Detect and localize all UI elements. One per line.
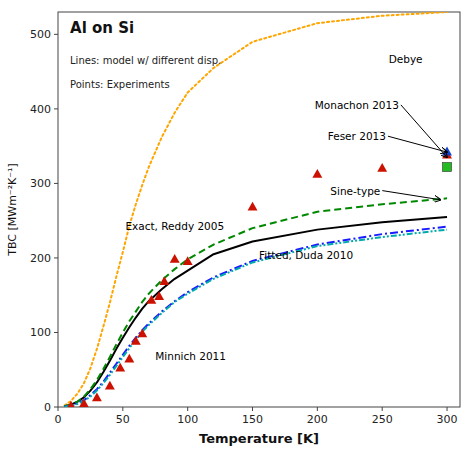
annotation: Exact, Reddy 2005 — [125, 220, 224, 232]
point — [312, 169, 322, 178]
annotation: Debye — [389, 53, 423, 65]
x-tick — [317, 407, 318, 411]
x-tick-label: 250 — [372, 413, 393, 426]
x-tick-label: 100 — [177, 413, 198, 426]
subtitle: Points: Experiments — [70, 79, 170, 90]
point — [248, 202, 258, 211]
annotation: Sine-type — [330, 185, 380, 197]
title: Al on Si — [70, 19, 134, 37]
point — [105, 381, 115, 390]
point — [79, 399, 89, 407]
y-tick — [54, 332, 58, 333]
annotations: Debye Exact, Reddy 2005 Sine-type Fitted, D… — [125, 53, 447, 362]
x-tick — [58, 407, 59, 411]
y-tick-label: 100 — [30, 326, 51, 339]
x-axis-label: Temperature [K] — [199, 431, 319, 446]
point — [66, 401, 76, 407]
y-axis-label: TBC [MWm⁻²K⁻¹] — [6, 163, 19, 257]
plot-frame — [58, 12, 460, 407]
marks — [64, 12, 451, 407]
point — [377, 163, 387, 172]
x-tick — [382, 407, 383, 411]
y-tick-label: 400 — [30, 103, 51, 116]
x-tick-label: 50 — [116, 413, 130, 426]
annotation: Monachon 2013 — [315, 99, 399, 111]
y-tick — [54, 34, 58, 35]
y-tick-label: 500 — [30, 28, 51, 41]
annotation-arrow — [388, 136, 447, 152]
point — [443, 163, 452, 172]
annotation: Fitted, Duda 2010 — [259, 249, 353, 261]
axes: 0 50 100 150 200 250 300 0 100 200 300 400 500 — [30, 28, 458, 426]
line — [64, 198, 447, 406]
line — [64, 12, 447, 406]
y-tick-label: 300 — [30, 177, 51, 190]
annotation-arrow — [401, 105, 447, 157]
line — [64, 230, 447, 407]
y-tick-label: 200 — [30, 252, 51, 265]
annotation: Feser 2013 — [328, 130, 386, 142]
x-tick-label: 0 — [55, 413, 62, 426]
point — [159, 276, 169, 285]
x-tick — [122, 407, 123, 411]
point — [170, 254, 180, 263]
y-tick — [54, 257, 58, 258]
point — [137, 328, 147, 337]
point — [92, 393, 102, 402]
y-tick — [54, 407, 58, 408]
chart: 0 50 100 150 200 250 300 0 100 200 300 400 500 Temper… — [0, 0, 474, 451]
y-tick — [54, 183, 58, 184]
x-tick-label: 200 — [307, 413, 328, 426]
annotation: Minnich 2011 — [155, 350, 226, 362]
point — [124, 354, 134, 363]
line — [64, 217, 447, 406]
x-tick — [447, 407, 448, 411]
point — [115, 363, 125, 372]
subtitle: Lines: model w/ different disp. — [70, 55, 221, 66]
point — [183, 256, 193, 265]
x-tick — [187, 407, 188, 411]
annotation-arrow — [382, 191, 440, 200]
line — [64, 227, 447, 407]
x-tick-label: 300 — [437, 413, 458, 426]
point — [154, 291, 164, 300]
y-tick — [54, 108, 58, 109]
y-tick-label: 0 — [44, 401, 51, 414]
x-tick — [252, 407, 253, 411]
x-tick-label: 150 — [242, 413, 263, 426]
